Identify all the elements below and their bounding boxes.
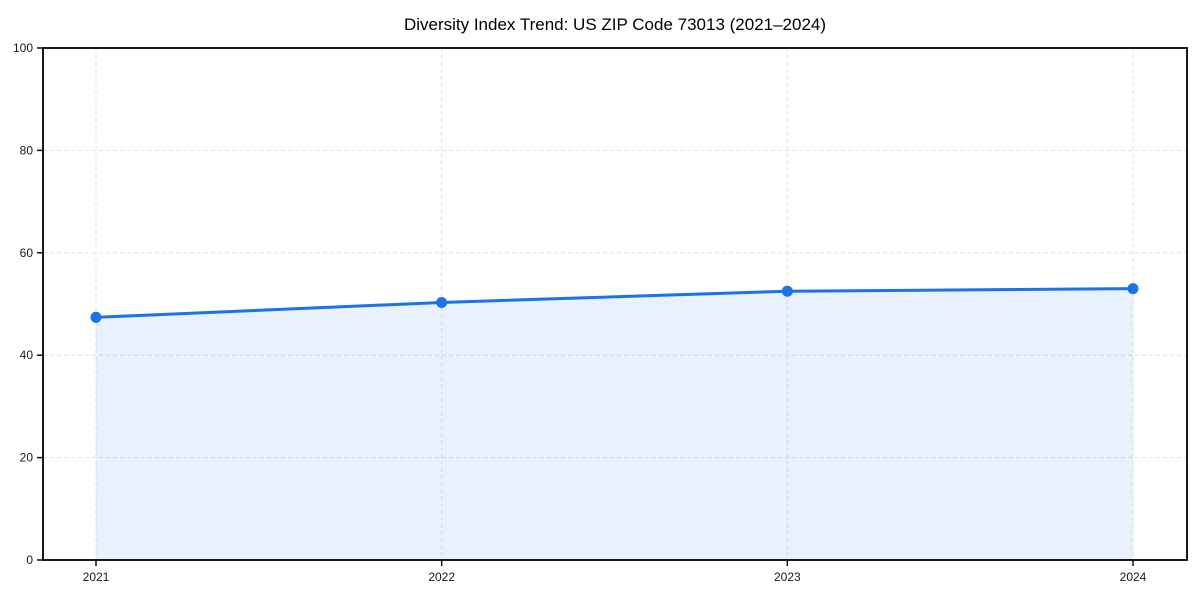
gridlines (43, 48, 1187, 560)
area-fill-group (96, 288, 1133, 560)
y-tick-label: 60 (20, 246, 34, 260)
x-tick-label: 2022 (428, 570, 455, 584)
x-tick-label: 2021 (83, 570, 110, 584)
tick-labels-group: 0 20 40 60 80 100 2021 2022 2023 2024 (13, 41, 1147, 584)
area-fill (96, 288, 1133, 560)
x-tick-label: 2023 (774, 570, 801, 584)
plot-frame (42, 47, 1188, 561)
trend-line (94, 287, 1135, 319)
data-point-marker (781, 285, 793, 297)
y-tick-label: 100 (13, 41, 33, 55)
chart-title: Diversity Index Trend: US ZIP Code 73013… (404, 15, 826, 34)
line-series-group (90, 283, 1139, 323)
y-tick-label: 0 (26, 553, 33, 567)
data-point-marker (436, 296, 448, 308)
y-tick-label: 20 (20, 451, 34, 465)
y-tick-label: 40 (20, 348, 34, 362)
data-point-marker (90, 311, 102, 323)
y-tick-label: 80 (20, 143, 34, 157)
axes-group (37, 47, 1188, 566)
x-tick-label: 2024 (1120, 570, 1147, 584)
data-point-marker (1127, 283, 1139, 295)
